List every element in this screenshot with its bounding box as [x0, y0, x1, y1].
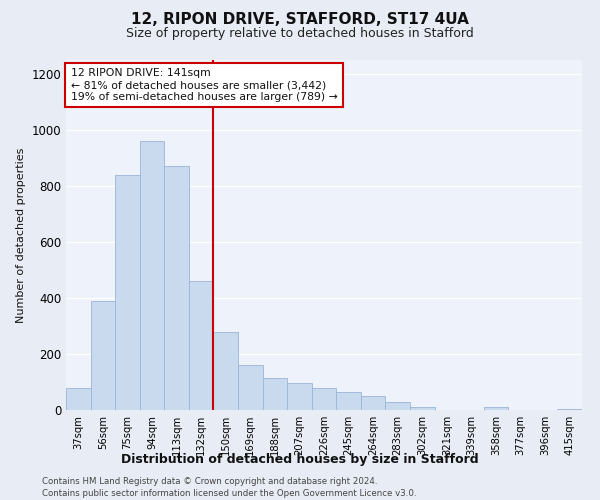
Bar	[140, 141, 164, 410]
Text: 12, RIPON DRIVE, STAFFORD, ST17 4UA: 12, RIPON DRIVE, STAFFORD, ST17 4UA	[131, 12, 469, 28]
Bar	[214, 332, 238, 410]
Bar	[557, 408, 582, 410]
Bar	[66, 388, 91, 410]
Bar	[287, 384, 312, 410]
Bar	[336, 392, 361, 410]
Bar	[410, 407, 434, 410]
Text: Distribution of detached houses by size in Stafford: Distribution of detached houses by size …	[121, 452, 479, 466]
Bar	[385, 402, 410, 410]
Bar	[263, 378, 287, 410]
Text: Contains HM Land Registry data © Crown copyright and database right 2024.: Contains HM Land Registry data © Crown c…	[42, 478, 377, 486]
Text: Contains public sector information licensed under the Open Government Licence v3: Contains public sector information licen…	[42, 489, 416, 498]
Bar	[115, 175, 140, 410]
Y-axis label: Number of detached properties: Number of detached properties	[16, 148, 26, 322]
Bar	[164, 166, 189, 410]
Bar	[312, 388, 336, 410]
Bar	[361, 396, 385, 410]
Bar	[484, 406, 508, 410]
Bar	[189, 281, 214, 410]
Bar	[91, 301, 115, 410]
Text: 12 RIPON DRIVE: 141sqm
← 81% of detached houses are smaller (3,442)
19% of semi-: 12 RIPON DRIVE: 141sqm ← 81% of detached…	[71, 68, 338, 102]
Bar	[238, 365, 263, 410]
Text: Size of property relative to detached houses in Stafford: Size of property relative to detached ho…	[126, 28, 474, 40]
